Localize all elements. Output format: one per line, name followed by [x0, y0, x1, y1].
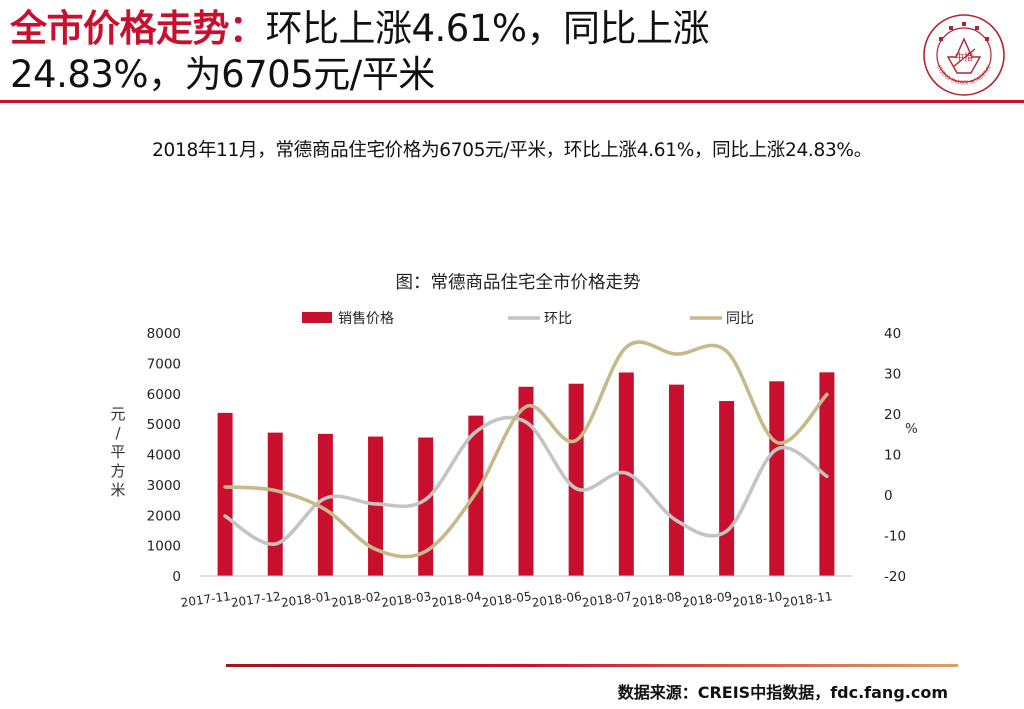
left-axis: 0 1000 2000 3000 4000 5000 6000 7000 8000 元/平方米 [110, 326, 181, 585]
left-axis-label-char: 米 [110, 481, 125, 499]
legend-label-销售价格: 销售价格 [338, 311, 394, 327]
x-tick-label: 2018-10 [732, 589, 784, 610]
bar-2018-09 [719, 401, 735, 576]
bar-series [217, 372, 835, 576]
logo-ring-glyphs [939, 22, 989, 41]
page-title-rest: 环比上涨4.61%，同比上涨24.83%，为6705元/平米 [10, 7, 710, 96]
left-axis-label-char: 方 [110, 462, 125, 480]
x-tick-label: 2018-09 [681, 589, 733, 610]
footer-divider [226, 664, 958, 667]
left-tick-label: 6000 [147, 387, 181, 403]
x-tick-label: 2018-02 [330, 589, 382, 610]
line-series [223, 340, 829, 559]
legend-swatch-销售价格 [302, 312, 332, 323]
left-tick-label: 0 [172, 569, 181, 585]
x-tick-label: 2018-11 [782, 589, 834, 610]
x-axis: 2017-112017-122018-012018-022018-032018-… [180, 575, 852, 610]
chart-title: 图：常德商品住宅全市价格走势 [396, 273, 641, 293]
legend-label-同比: 同比 [726, 311, 754, 327]
x-tick-label: 2018-01 [280, 589, 332, 610]
left-axis-label-char: / [115, 424, 121, 442]
right-tick-label: 40 [884, 326, 901, 342]
right-tick-label: 10 [884, 448, 901, 464]
right-tick-label: -20 [884, 569, 906, 585]
right-tick-label: 30 [884, 367, 901, 383]
bar-2018-02 [368, 436, 384, 576]
logo-center-text: 中指 [955, 51, 973, 63]
right-tick-label: 0 [884, 488, 893, 504]
legend-label-环比: 环比 [544, 311, 572, 327]
bar-2018-08 [668, 384, 684, 576]
bar-2018-11 [819, 372, 835, 576]
x-tick-label: 2018-07 [581, 589, 633, 610]
left-tick-label: 2000 [147, 508, 181, 524]
chart-legend: 销售价格 环比 同比 [302, 311, 754, 327]
page-title-accent: 全市价格走势： [10, 7, 266, 50]
bar-2017-12 [267, 432, 283, 576]
bar-2017-11 [217, 412, 233, 576]
bar-2018-01 [317, 433, 333, 576]
line-同比 [223, 340, 829, 559]
left-tick-label: 4000 [147, 448, 181, 464]
bar-2018-05 [518, 386, 534, 576]
right-tick-label: -10 [884, 529, 906, 545]
x-tick-label: 2018-04 [431, 589, 483, 610]
bar-2018-10 [769, 381, 785, 576]
right-tick-label: 20 [884, 407, 901, 423]
bar-2018-06 [568, 383, 584, 576]
page-title: 全市价格走势：环比上涨4.61%，同比上涨24.83%，为6705元/平米 [10, 6, 880, 98]
left-tick-label: 1000 [147, 539, 181, 555]
right-axis-label: % [905, 421, 918, 437]
x-tick-label: 2018-03 [381, 589, 433, 610]
x-tick-label: 2018-05 [481, 589, 533, 610]
right-axis: -20 -10 0 10 20 30 40% [884, 326, 918, 585]
left-tick-label: 3000 [147, 478, 181, 494]
data-source: 数据来源：CREIS中指数据，fdc.fang.com [617, 683, 948, 702]
left-axis-label-char: 平 [110, 443, 125, 461]
left-tick-label: 8000 [147, 326, 181, 342]
x-tick-label: 2018-06 [531, 589, 583, 610]
left-axis-label-char: 元 [110, 405, 125, 423]
bar-2018-03 [418, 437, 434, 576]
x-tick-label: 2018-08 [631, 589, 683, 610]
x-tick-label: 2017-11 [180, 589, 232, 610]
x-tick-label: 2017-12 [230, 589, 282, 610]
left-tick-label: 7000 [147, 356, 181, 372]
title-divider [0, 100, 1024, 103]
left-tick-label: 5000 [147, 417, 181, 433]
summary-text: 2018年11月，常德商品住宅价格为6705元/平米，环比上涨4.61%，同比上… [152, 140, 872, 161]
china-index-academy-logo-icon: 中指 CHINA INDEX ACADEMY [923, 14, 1005, 96]
